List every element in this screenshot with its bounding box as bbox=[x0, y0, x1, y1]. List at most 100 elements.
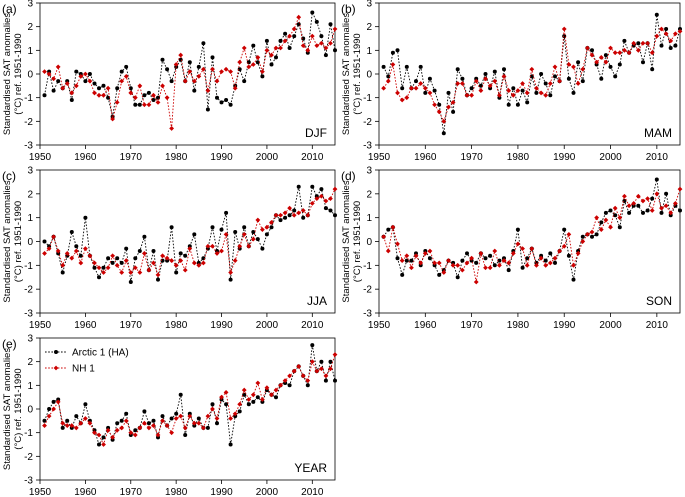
data-point-nh bbox=[155, 272, 161, 278]
data-point-nh bbox=[82, 246, 88, 252]
data-point-arctic bbox=[133, 256, 138, 261]
x-tick-label: 1990 bbox=[210, 320, 233, 331]
data-point-nh bbox=[399, 258, 405, 263]
data-point-nh bbox=[432, 260, 437, 266]
data-point-nh bbox=[219, 69, 224, 75]
data-point-arctic bbox=[156, 277, 160, 282]
data-point-arctic bbox=[631, 203, 636, 208]
data-point-nh bbox=[92, 430, 97, 436]
data-point-nh bbox=[478, 88, 484, 93]
data-point-nh bbox=[413, 85, 419, 91]
data-point-nh bbox=[459, 81, 465, 86]
data-point-nh bbox=[228, 270, 234, 275]
data-point-nh bbox=[492, 78, 498, 84]
data-point-nh bbox=[73, 425, 79, 431]
x-tick-label: 1960 bbox=[74, 152, 97, 163]
x-tick-label: 2000 bbox=[256, 320, 279, 331]
data-point-nh bbox=[520, 246, 525, 252]
data-point-nh bbox=[441, 118, 447, 124]
data-point-nh bbox=[241, 231, 247, 237]
data-point-nh bbox=[501, 258, 507, 263]
data-point-arctic bbox=[659, 210, 664, 215]
data-point-arctic bbox=[328, 22, 333, 27]
data-point-nh bbox=[105, 427, 111, 433]
data-point-arctic bbox=[437, 102, 442, 107]
data-point-arctic bbox=[287, 383, 292, 388]
y-tick-label: -2 bbox=[24, 452, 33, 463]
data-point-arctic bbox=[580, 79, 585, 84]
y-tick-label: 3 bbox=[366, 166, 372, 177]
data-point-nh bbox=[42, 251, 47, 256]
data-point-nh bbox=[390, 224, 396, 230]
data-point-nh bbox=[663, 31, 669, 37]
data-point-arctic bbox=[205, 107, 210, 112]
data-point-arctic bbox=[427, 256, 432, 261]
data-point-nh bbox=[300, 208, 306, 213]
season-label: MAM bbox=[644, 126, 672, 140]
panel-jja: -3 -2 -1 0 1 2 3 1950 1960 1970 1980 1990 2000 2010 St… bbox=[2, 166, 338, 331]
data-point-arctic bbox=[305, 383, 310, 388]
data-point-arctic bbox=[219, 227, 224, 232]
y-axis-label-line1: Standardised SAT anomalies bbox=[2, 348, 13, 470]
data-point-nh bbox=[210, 243, 215, 249]
data-point-nh bbox=[214, 78, 220, 84]
data-point-arctic bbox=[319, 34, 324, 39]
data-point-nh bbox=[69, 255, 75, 261]
data-point-arctic bbox=[201, 41, 206, 46]
data-point-nh bbox=[296, 210, 302, 216]
data-point-arctic bbox=[51, 399, 56, 404]
data-point-arctic bbox=[590, 48, 594, 53]
data-point-nh bbox=[672, 200, 678, 206]
data-point-arctic bbox=[488, 253, 493, 258]
data-point-arctic bbox=[664, 27, 669, 31]
data-point-arctic bbox=[333, 48, 337, 53]
data-point-arctic bbox=[617, 225, 622, 230]
series-line-arctic bbox=[383, 14, 681, 134]
data-point-nh bbox=[278, 45, 283, 51]
data-point-arctic bbox=[137, 249, 142, 253]
data-point-nh bbox=[164, 423, 170, 428]
data-point-arctic bbox=[269, 62, 274, 67]
data-point-nh bbox=[589, 229, 595, 235]
y-axis-label-line1: Standardised SAT anomalies bbox=[341, 13, 352, 135]
data-point-nh bbox=[635, 193, 641, 199]
data-point-nh bbox=[187, 246, 193, 252]
data-point-nh bbox=[64, 81, 70, 86]
data-point-arctic bbox=[283, 31, 288, 36]
data-point-nh bbox=[269, 392, 274, 398]
data-point-nh bbox=[269, 220, 274, 225]
x-tick-label: 2000 bbox=[256, 487, 279, 497]
panel-letter: (d) bbox=[341, 169, 356, 183]
data-point-nh bbox=[123, 73, 129, 79]
season-label: YEAR bbox=[294, 461, 327, 475]
y-axis-label-line2: (°C) ref. 1951-1990 bbox=[352, 201, 363, 282]
data-point-arctic bbox=[525, 100, 530, 105]
data-point-nh bbox=[110, 253, 116, 259]
data-point-nh bbox=[64, 251, 70, 256]
data-point-nh bbox=[178, 258, 184, 263]
data-point-arctic bbox=[460, 258, 465, 263]
data-point-arctic bbox=[386, 227, 391, 232]
data-point-arctic bbox=[414, 79, 418, 84]
y-tick-label: 0 bbox=[27, 405, 33, 416]
data-point-arctic bbox=[455, 67, 460, 72]
data-point-arctic bbox=[576, 60, 581, 65]
data-point-nh bbox=[123, 258, 129, 263]
season-label: SON bbox=[646, 294, 672, 308]
data-point-nh bbox=[659, 205, 664, 211]
data-point-nh bbox=[282, 38, 288, 44]
data-point-arctic bbox=[539, 72, 544, 76]
data-point-arctic bbox=[310, 10, 315, 15]
x-tick-label: 1960 bbox=[74, 320, 97, 331]
data-point-arctic bbox=[543, 258, 548, 263]
season-label: JJA bbox=[307, 294, 327, 308]
data-point-arctic bbox=[274, 55, 278, 60]
data-point-arctic bbox=[529, 74, 534, 79]
x-tick-label: 1970 bbox=[460, 152, 483, 163]
data-point-nh bbox=[381, 234, 387, 240]
panel-letter: (e) bbox=[2, 337, 17, 351]
series-line-arctic bbox=[44, 10, 336, 117]
data-point-arctic bbox=[520, 88, 525, 93]
data-point-nh bbox=[210, 66, 215, 72]
